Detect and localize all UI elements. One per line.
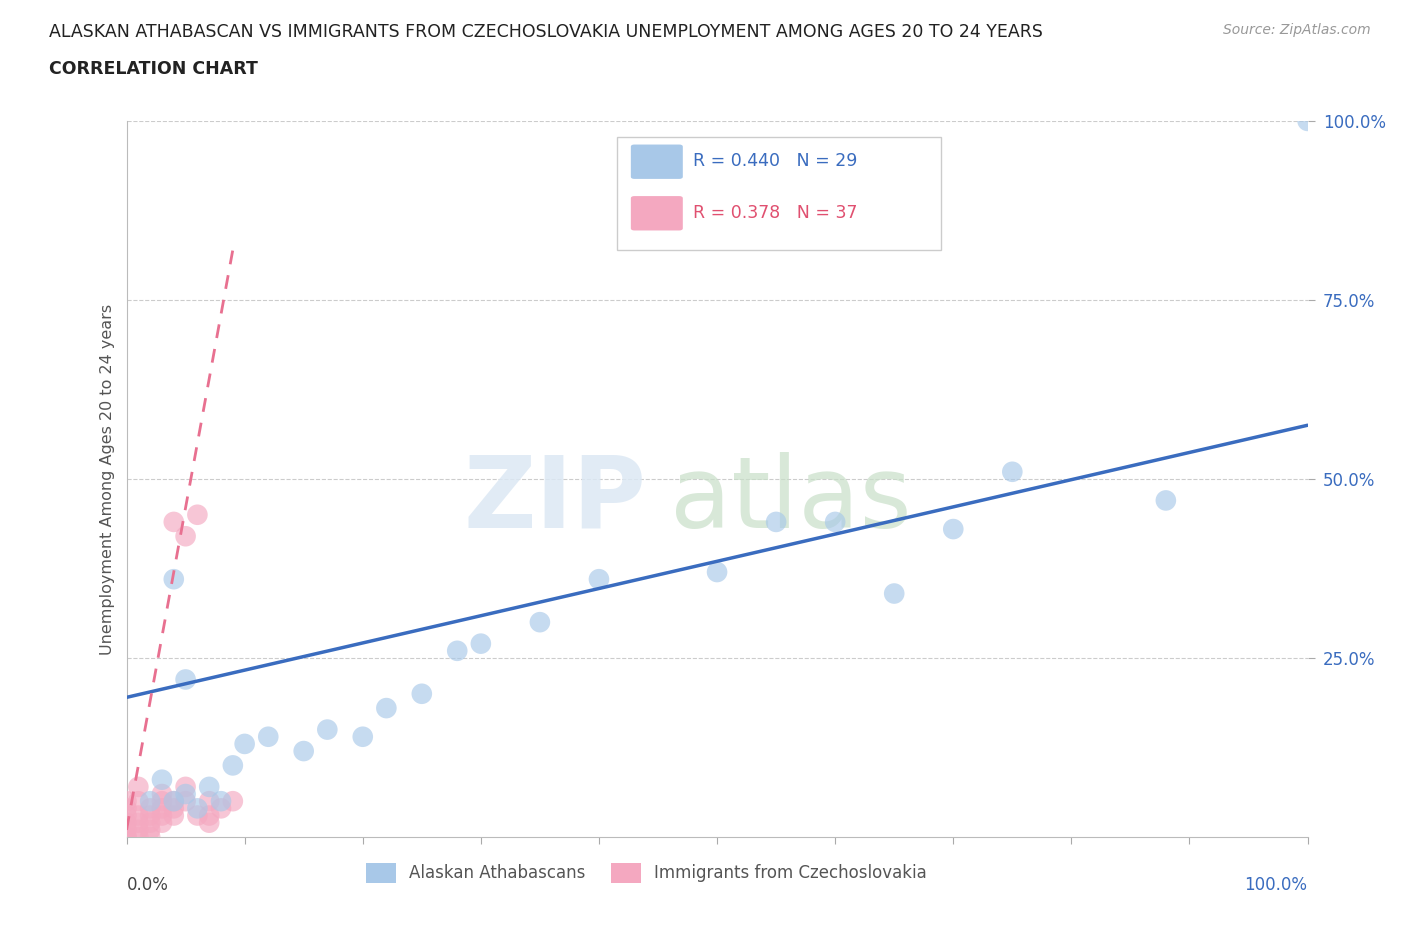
FancyBboxPatch shape xyxy=(631,196,683,231)
FancyBboxPatch shape xyxy=(631,144,683,179)
Legend: Alaskan Athabascans, Immigrants from Czechoslovakia: Alaskan Athabascans, Immigrants from Cze… xyxy=(359,856,934,889)
Point xyxy=(292,744,315,759)
Point xyxy=(209,801,232,816)
Text: R = 0.440   N = 29: R = 0.440 N = 29 xyxy=(693,152,858,170)
Point xyxy=(233,737,256,751)
Point xyxy=(446,644,468,658)
Point xyxy=(127,808,149,823)
Point xyxy=(316,722,339,737)
Point xyxy=(127,816,149,830)
Point xyxy=(115,830,138,844)
Point xyxy=(174,779,197,794)
Point xyxy=(174,672,197,687)
Point xyxy=(150,816,173,830)
Point xyxy=(139,801,162,816)
Point xyxy=(127,822,149,837)
Point xyxy=(198,808,221,823)
Point xyxy=(163,794,186,809)
Point xyxy=(163,572,186,587)
Point xyxy=(198,779,221,794)
Point xyxy=(115,808,138,823)
Point xyxy=(1154,493,1177,508)
Point xyxy=(352,729,374,744)
Point xyxy=(163,808,186,823)
Point xyxy=(150,787,173,802)
Y-axis label: Unemployment Among Ages 20 to 24 years: Unemployment Among Ages 20 to 24 years xyxy=(100,303,115,655)
Point xyxy=(115,816,138,830)
Text: CORRELATION CHART: CORRELATION CHART xyxy=(49,60,259,78)
Point xyxy=(174,529,197,544)
Point xyxy=(411,686,433,701)
Point xyxy=(150,808,173,823)
Point xyxy=(186,508,208,523)
Point xyxy=(150,772,173,787)
Point xyxy=(163,794,186,809)
Point xyxy=(174,787,197,802)
Text: ZIP: ZIP xyxy=(464,452,647,549)
Point xyxy=(163,801,186,816)
Point xyxy=(942,522,965,537)
Point xyxy=(127,794,149,809)
Point xyxy=(588,572,610,587)
Point xyxy=(824,514,846,529)
Point xyxy=(115,830,138,844)
Text: atlas: atlas xyxy=(669,452,911,549)
Point xyxy=(150,794,173,809)
Point xyxy=(163,514,186,529)
Point xyxy=(470,636,492,651)
Point xyxy=(139,808,162,823)
Text: 0.0%: 0.0% xyxy=(127,876,169,895)
Point xyxy=(765,514,787,529)
Point xyxy=(139,816,162,830)
Point xyxy=(529,615,551,630)
Point xyxy=(706,565,728,579)
Point xyxy=(115,822,138,837)
Text: R = 0.378   N = 37: R = 0.378 N = 37 xyxy=(693,204,858,221)
Point xyxy=(115,794,138,809)
Point xyxy=(139,830,162,844)
Point xyxy=(127,779,149,794)
Point xyxy=(115,801,138,816)
Point xyxy=(139,794,162,809)
Point xyxy=(139,822,162,837)
Point xyxy=(209,794,232,809)
Text: Source: ZipAtlas.com: Source: ZipAtlas.com xyxy=(1223,23,1371,37)
Text: ALASKAN ATHABASCAN VS IMMIGRANTS FROM CZECHOSLOVAKIA UNEMPLOYMENT AMONG AGES 20 : ALASKAN ATHABASCAN VS IMMIGRANTS FROM CZ… xyxy=(49,23,1043,41)
Point xyxy=(883,586,905,601)
Point xyxy=(222,758,245,773)
Point xyxy=(174,794,197,809)
Point xyxy=(198,794,221,809)
Point xyxy=(1001,464,1024,479)
FancyBboxPatch shape xyxy=(617,137,942,250)
Point xyxy=(198,816,221,830)
Point xyxy=(150,801,173,816)
Point xyxy=(186,801,208,816)
Text: 100.0%: 100.0% xyxy=(1244,876,1308,895)
Point xyxy=(186,808,208,823)
Point xyxy=(1296,113,1319,128)
Point xyxy=(375,700,398,715)
Point xyxy=(257,729,280,744)
Point xyxy=(222,794,245,809)
Point xyxy=(127,830,149,844)
